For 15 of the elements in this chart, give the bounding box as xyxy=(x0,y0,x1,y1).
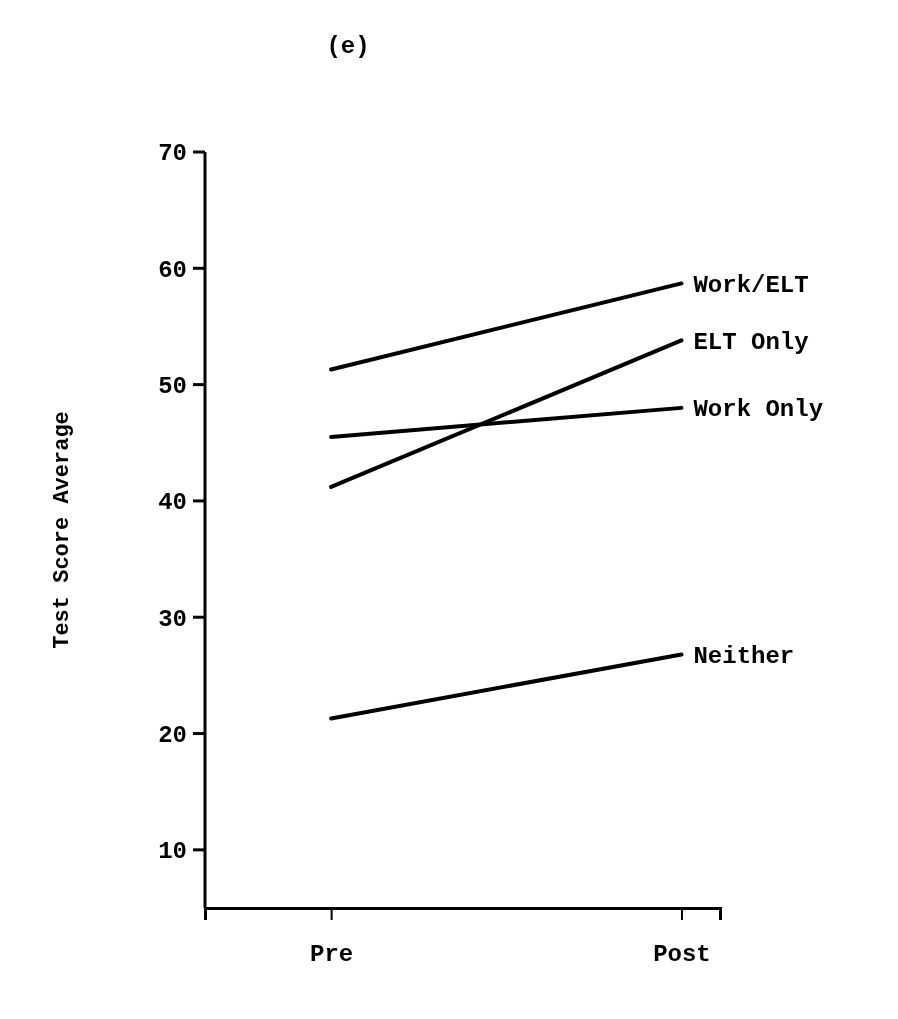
y-tick-label: 10 xyxy=(158,838,187,866)
y-tick-label: 50 xyxy=(158,373,187,401)
y-tick-label: 30 xyxy=(158,605,187,633)
x-tick-label: Pre xyxy=(310,941,354,969)
y-tick-label: 70 xyxy=(158,140,187,168)
y-tick-label: 20 xyxy=(158,721,187,749)
y-tick-label: 60 xyxy=(158,256,187,284)
series-label: Work/ELT xyxy=(693,271,809,299)
chart-title: (e) xyxy=(326,33,370,60)
series-label: Neither xyxy=(693,642,795,670)
series-label: ELT Only xyxy=(693,328,809,356)
x-tick-label: Post xyxy=(653,941,711,969)
y-axis-title: Test Score Average xyxy=(50,411,75,649)
series-label: Work Only xyxy=(693,396,824,424)
y-tick-label: 40 xyxy=(158,489,187,517)
